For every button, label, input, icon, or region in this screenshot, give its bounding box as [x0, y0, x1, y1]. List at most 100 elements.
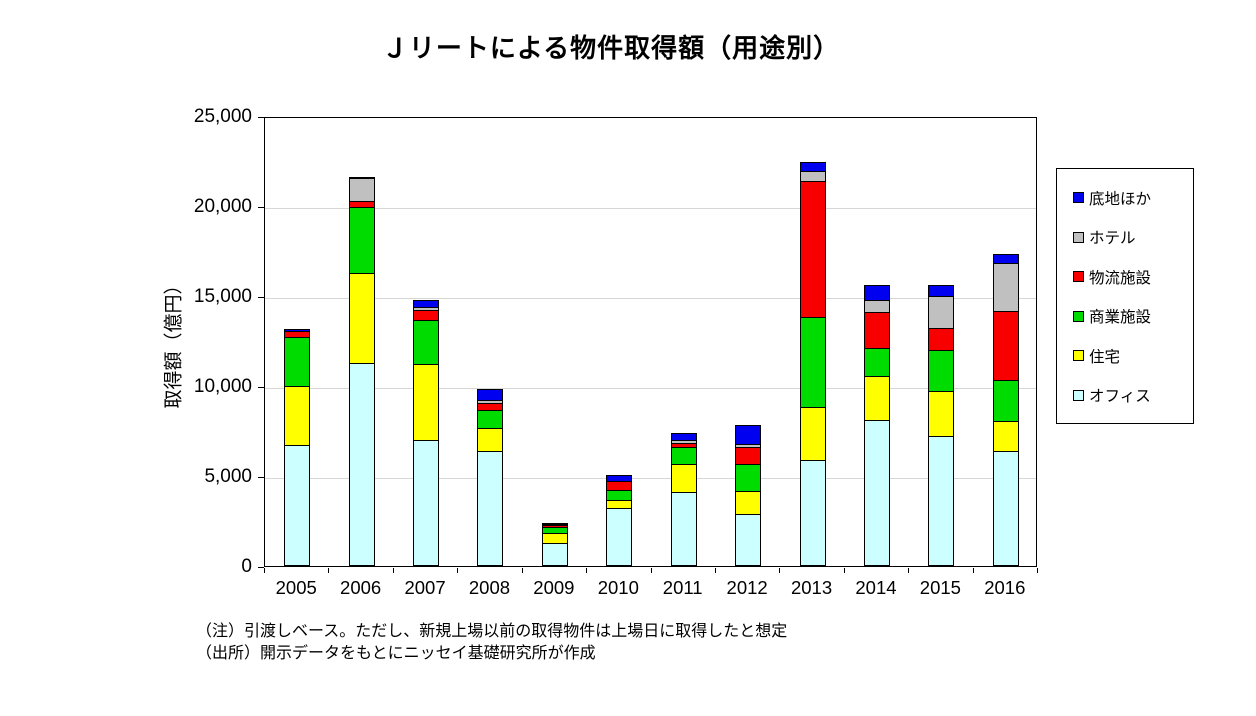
y-axis-tick — [258, 297, 264, 298]
legend-item-ホテル: ホテル — [1057, 218, 1193, 258]
bar-segment-物流施設 — [928, 327, 955, 352]
x-tick-label-2009: 2009 — [533, 577, 575, 598]
bar-segment-住宅 — [477, 428, 504, 452]
chart-title: Ｊリートによる物件取得額（用途別） — [381, 33, 841, 63]
y-axis-tick — [258, 117, 264, 118]
bar-segment-物流施設 — [735, 446, 762, 465]
bar-segment-商業施設 — [799, 316, 826, 408]
legend-label: 住宅 — [1089, 348, 1121, 366]
plot-area — [264, 117, 1037, 567]
x-axis-tick — [908, 568, 910, 573]
bar-2007 — [413, 300, 440, 566]
legend-item-底地ほか: 底地ほか — [1057, 178, 1193, 218]
x-axis-tick — [392, 568, 394, 573]
x-tick-label-2007: 2007 — [404, 577, 446, 598]
legend-label: 底地ほか — [1089, 190, 1152, 208]
legend-swatch-オフィス — [1073, 389, 1084, 401]
bar-cell-2008 — [458, 118, 522, 566]
bar-segment-ホテル — [992, 263, 1019, 312]
legend-swatch-物流施設 — [1073, 271, 1084, 283]
bar-cell-2016 — [974, 118, 1038, 566]
footnotes: （注）引渡しベース。ただし、新規上場以前の取得物件は上場日に取得したと想定 （出… — [196, 621, 787, 665]
x-axis-tick — [328, 568, 330, 573]
y-axis-tick — [258, 477, 264, 478]
bar-segment-物流施設 — [992, 310, 1019, 381]
bar-2016 — [992, 254, 1019, 566]
bar-2012 — [735, 425, 762, 566]
bar-segment-ホテル — [348, 178, 375, 202]
legend-item-物流施設: 物流施設 — [1057, 257, 1193, 297]
legend-item-住宅: 住宅 — [1057, 336, 1193, 376]
bar-segment-物流施設 — [863, 311, 890, 350]
x-axis-tick — [714, 568, 716, 573]
bar-segment-商業施設 — [863, 348, 890, 378]
bar-cell-2009 — [523, 118, 587, 566]
bar-segment-オフィス — [413, 440, 440, 566]
note-line-1: （注）引渡しベース。ただし、新規上場以前の取得物件は上場日に取得したと想定 — [196, 623, 788, 640]
legend-swatch-底地ほか — [1073, 192, 1084, 204]
bar-2013 — [799, 161, 826, 566]
x-tick-label-2008: 2008 — [468, 577, 511, 598]
x-tick-label-2016: 2016 — [984, 577, 1026, 598]
y-axis-tick — [258, 207, 264, 208]
bar-segment-オフィス — [799, 459, 826, 566]
bar-segment-オフィス — [992, 450, 1019, 566]
bar-segment-商業施設 — [413, 319, 440, 365]
x-tick-label-2011: 2011 — [662, 577, 703, 598]
x-tick-label-2014: 2014 — [855, 577, 897, 598]
legend-label: オフィス — [1089, 388, 1151, 406]
gridline-10000 — [265, 388, 1036, 389]
bar-segment-商業施設 — [928, 350, 955, 392]
legend-swatch-商業施設 — [1073, 310, 1084, 322]
x-tick-label-2015: 2015 — [919, 577, 961, 598]
bar-segment-住宅 — [735, 491, 762, 515]
bar-segment-ホテル — [928, 296, 955, 329]
bar-segment-商業施設 — [477, 409, 504, 430]
legend: 底地ほか ホテル 物流施設 商業施設 住宅 オフィス — [1056, 168, 1194, 424]
bar-segment-住宅 — [670, 464, 697, 494]
x-axis-tick — [1037, 568, 1038, 573]
bar-segment-商業施設 — [992, 379, 1019, 423]
bar-segment-住宅 — [348, 272, 375, 364]
bar-segment-オフィス — [348, 362, 375, 566]
bar-segment-オフィス — [284, 445, 311, 566]
legend-item-オフィス: オフィス — [1057, 376, 1193, 416]
bar-segment-住宅 — [863, 376, 890, 422]
bar-cell-2005 — [265, 118, 329, 566]
bar-segment-オフィス — [541, 542, 568, 566]
legend-label: 物流施設 — [1089, 269, 1152, 287]
bar-2011 — [670, 433, 697, 566]
bar-2005 — [284, 328, 311, 566]
bar-cell-2014 — [845, 118, 909, 566]
bar-segment-オフィス — [863, 420, 890, 566]
bar-segment-底地ほか — [863, 284, 890, 302]
bar-2008 — [477, 389, 504, 566]
bar-2010 — [606, 474, 633, 566]
note-line-2: （出所）開示データをもとにニッセイ基礎研究所が作成 — [196, 645, 596, 662]
y-axis-tick — [258, 387, 264, 388]
y-tick-label: 20,000 — [193, 196, 252, 217]
x-tick-label-2010: 2010 — [597, 577, 639, 598]
bar-segment-商業施設 — [735, 463, 762, 493]
bar-cell-2013 — [780, 118, 844, 566]
y-tick-label: 5,000 — [204, 466, 252, 487]
x-tick-label-2006: 2006 — [340, 577, 382, 598]
legend-label: ホテル — [1089, 230, 1136, 248]
x-axis-tick — [586, 568, 588, 573]
y-tick-label: 0 — [241, 556, 252, 577]
y-tick-label: 15,000 — [193, 286, 252, 307]
y-axis-tick — [258, 567, 264, 568]
bar-segment-オフィス — [670, 492, 697, 566]
bar-segment-オフィス — [735, 513, 762, 566]
bar-segment-底地ほか — [735, 425, 762, 446]
y-tick-label: 25,000 — [193, 106, 252, 127]
legend-swatch-ホテル — [1073, 231, 1084, 243]
gridline-20000 — [265, 208, 1036, 209]
bar-cell-2006 — [329, 118, 393, 566]
bar-cell-2011 — [652, 118, 716, 566]
bar-segment-オフィス — [928, 436, 955, 566]
bar-segment-商業施設 — [284, 336, 311, 388]
gridline-15000 — [265, 298, 1036, 299]
bar-cell-2015 — [909, 118, 973, 566]
bar-segment-住宅 — [413, 363, 440, 441]
